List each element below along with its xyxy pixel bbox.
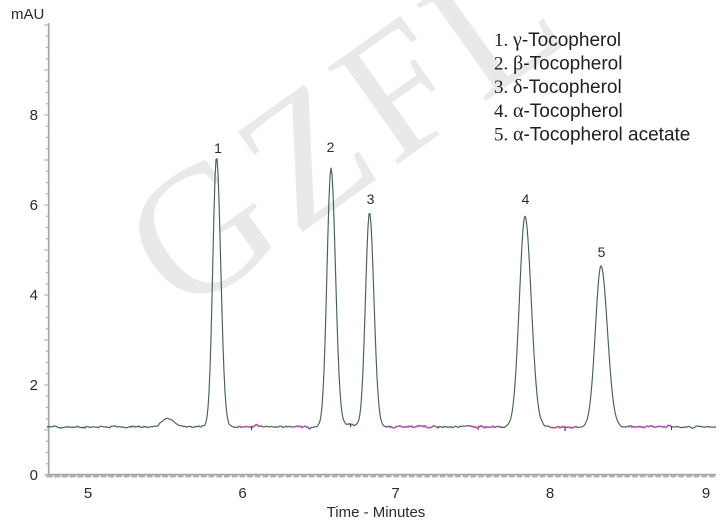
svg-text:2: 2 (30, 377, 38, 394)
svg-text:1. γ-Tocopherol: 1. γ-Tocopherol (494, 29, 621, 51)
svg-text:mAU: mAU (11, 6, 44, 23)
svg-text:1: 1 (214, 140, 222, 156)
svg-text:4. α-Tocopherol: 4. α-Tocopherol (494, 100, 623, 122)
svg-text:6: 6 (238, 485, 246, 502)
svg-text:2: 2 (327, 139, 335, 155)
svg-text:0: 0 (30, 467, 38, 484)
svg-text:8: 8 (30, 107, 38, 124)
svg-text:6: 6 (30, 197, 38, 214)
svg-text:9: 9 (702, 485, 710, 502)
svg-text:5. α-Tocopherol acetate: 5. α-Tocopherol acetate (494, 123, 690, 145)
svg-text:4: 4 (522, 191, 530, 207)
svg-text:8: 8 (546, 485, 554, 502)
svg-text:3. δ-Tocopherol: 3. δ-Tocopherol (494, 76, 622, 98)
svg-text:3: 3 (367, 191, 375, 207)
svg-text:4: 4 (30, 287, 38, 304)
svg-text:2. β-Tocopherol: 2. β-Tocopherol (494, 53, 622, 75)
svg-text:7: 7 (391, 485, 399, 502)
svg-text:Time - Minutes: Time - Minutes (327, 504, 426, 521)
svg-text:5: 5 (598, 244, 606, 260)
svg-text:5: 5 (84, 485, 92, 502)
